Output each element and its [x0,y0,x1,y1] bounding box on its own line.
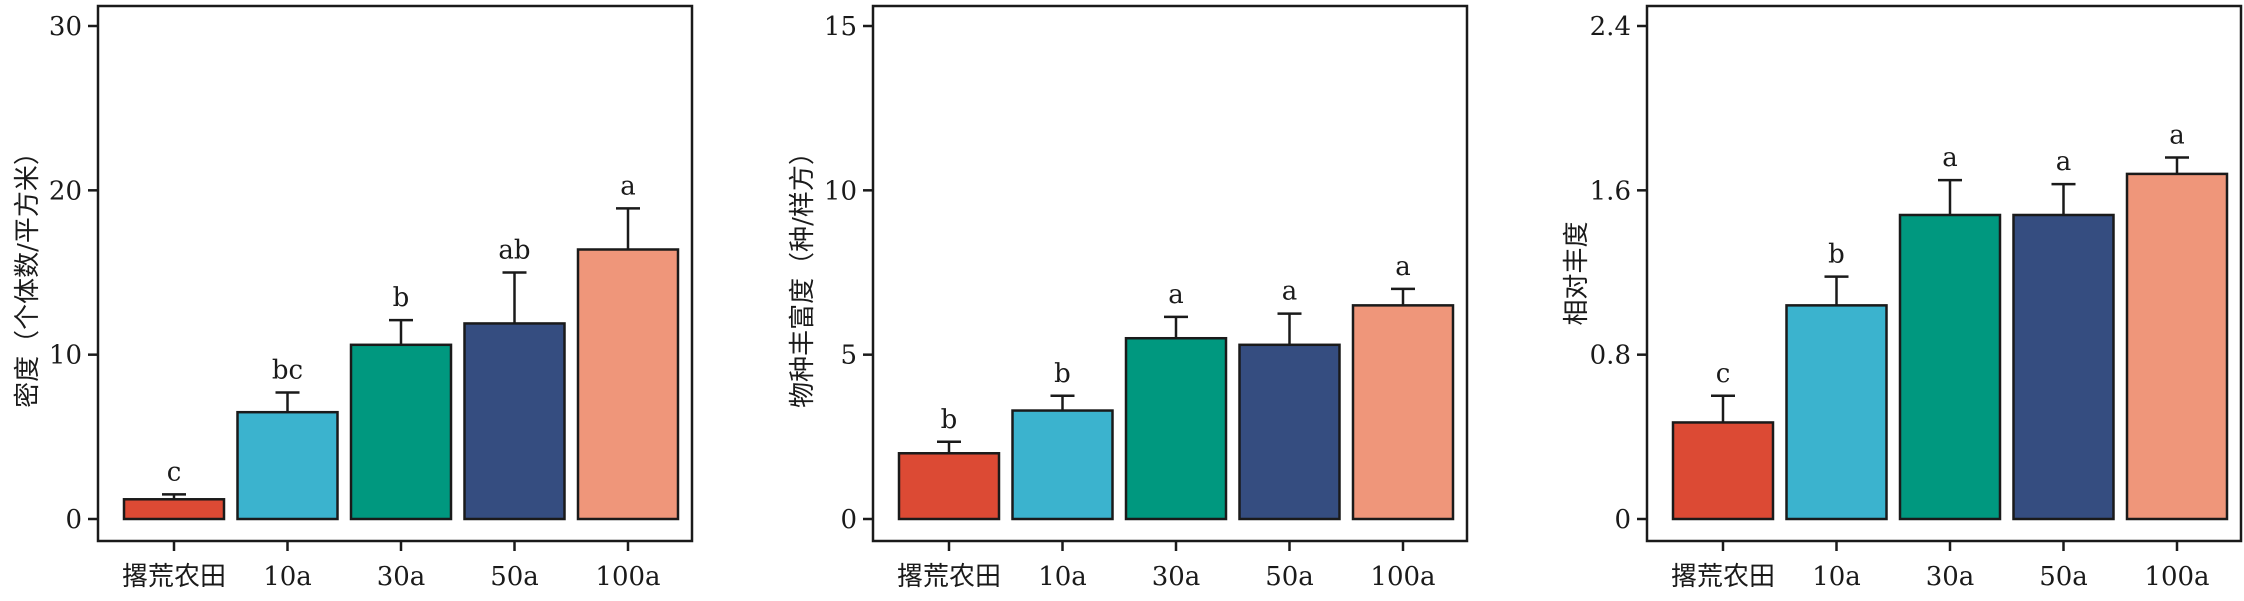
bar-100a [1351,304,1455,521]
x-tick-label: 50a [2039,562,2088,592]
y-tick-label: 15 [824,12,857,42]
bar-10a [1785,304,1888,521]
significance-label: a [2169,120,2185,150]
bar-10a [236,410,339,521]
bar-30a [1124,336,1228,521]
bar-30a [349,343,453,521]
significance-label: a [1395,252,1411,282]
y-tick-label: 5 [840,341,857,371]
significance-label: ab [498,236,530,266]
bar-100a [2125,172,2229,521]
bar-50a [1238,343,1341,521]
significance-label: a [620,171,636,201]
x-tick-label: 撂荒农田 [122,562,226,592]
x-tick-label: 100a [1370,562,1435,592]
x-tick-label: 50a [1265,562,1314,592]
x-tick-label: 10a [1812,562,1861,592]
significance-label: c [167,457,182,487]
x-tick-label: 100a [595,562,660,592]
y-tick-label: 2.4 [1590,12,1631,42]
significance-label: a [2056,147,2072,177]
y-tick-label: 0 [65,505,82,535]
panel-1: 0 10 20 30 密度（个体数/平方米） c 撂荒农田 bc 10a b 30a ab 50a a 10… [13,4,694,592]
significance-label: bc [272,355,303,385]
bar-撂荒农田 [122,498,226,521]
y-axis-title: 密度（个体数/平方米） [13,139,43,408]
y-tick-label: 0.8 [1590,341,1631,371]
bar-50a [463,322,566,521]
plot-frame [1645,4,2243,543]
significance-label: a [1282,277,1298,307]
y-tick-label: 10 [824,176,857,206]
bar-撂荒农田 [897,452,1001,521]
bar-10a [1011,409,1114,521]
y-axis-title: 相对丰度 [1562,221,1592,325]
x-tick-label: 撂荒农田 [897,562,1001,592]
y-tick-label: 20 [49,176,82,206]
y-tick-label: 0 [1614,505,1631,535]
y-tick-label: 0 [840,505,857,535]
x-tick-label: 30a [377,562,426,592]
significance-label: c [1716,359,1731,389]
bar-撂荒农田 [1671,421,1775,521]
bar-30a [1898,213,2002,521]
plot-frame [96,4,694,543]
panel-2: 0 5 10 15 物种丰富度（种/样方） b 撂荒农田 b 10a a 30a a 50a a 100a [788,4,1469,592]
plot-frame [871,4,1469,543]
panel-3: 0 0.8 1.6 2.4 相对丰度 c 撂荒农田 b 10a a 30a a 50a a 100a [1562,4,2243,592]
x-tick-label: 10a [263,562,312,592]
bar-100a [576,248,680,521]
x-tick-label: 50a [490,562,539,592]
y-tick-label: 10 [49,341,82,371]
x-tick-label: 30a [1926,562,1975,592]
significance-label: b [1054,359,1071,389]
x-tick-label: 撂荒农田 [1671,562,1775,592]
bar-50a [2012,213,2115,521]
significance-label: a [1168,280,1184,310]
y-axis-title: 物种丰富度（种/样方） [788,139,818,408]
significance-label: b [393,283,410,313]
x-tick-label: 30a [1152,562,1201,592]
x-tick-label: 100a [2144,562,2209,592]
x-tick-label: 10a [1038,562,1087,592]
significance-label: a [1942,143,1958,173]
y-tick-label: 1.6 [1590,176,1631,206]
significance-label: b [941,405,958,435]
y-tick-label: 30 [49,12,82,42]
significance-label: b [1828,240,1845,270]
